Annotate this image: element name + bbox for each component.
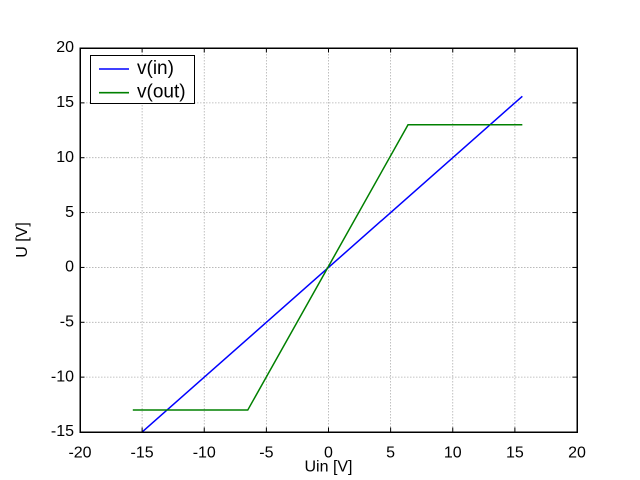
svg-text:-10: -10 xyxy=(51,368,74,385)
svg-text:U [V]: U [V] xyxy=(14,222,31,258)
svg-text:-15: -15 xyxy=(131,444,154,461)
svg-text:-20: -20 xyxy=(68,444,91,461)
svg-text:-5: -5 xyxy=(259,444,273,461)
svg-text:0: 0 xyxy=(65,259,74,276)
svg-text:10: 10 xyxy=(56,149,74,166)
svg-text:Uin [V]: Uin [V] xyxy=(304,458,352,475)
svg-text:20: 20 xyxy=(568,444,586,461)
svg-text:-5: -5 xyxy=(60,314,74,331)
svg-text:-10: -10 xyxy=(193,444,216,461)
svg-text:5: 5 xyxy=(386,444,395,461)
svg-text:5: 5 xyxy=(65,204,74,221)
svg-text:-15: -15 xyxy=(51,423,74,440)
svg-text:10: 10 xyxy=(444,444,462,461)
svg-text:15: 15 xyxy=(506,444,524,461)
svg-text:15: 15 xyxy=(56,94,74,111)
svg-text:20: 20 xyxy=(56,39,74,56)
